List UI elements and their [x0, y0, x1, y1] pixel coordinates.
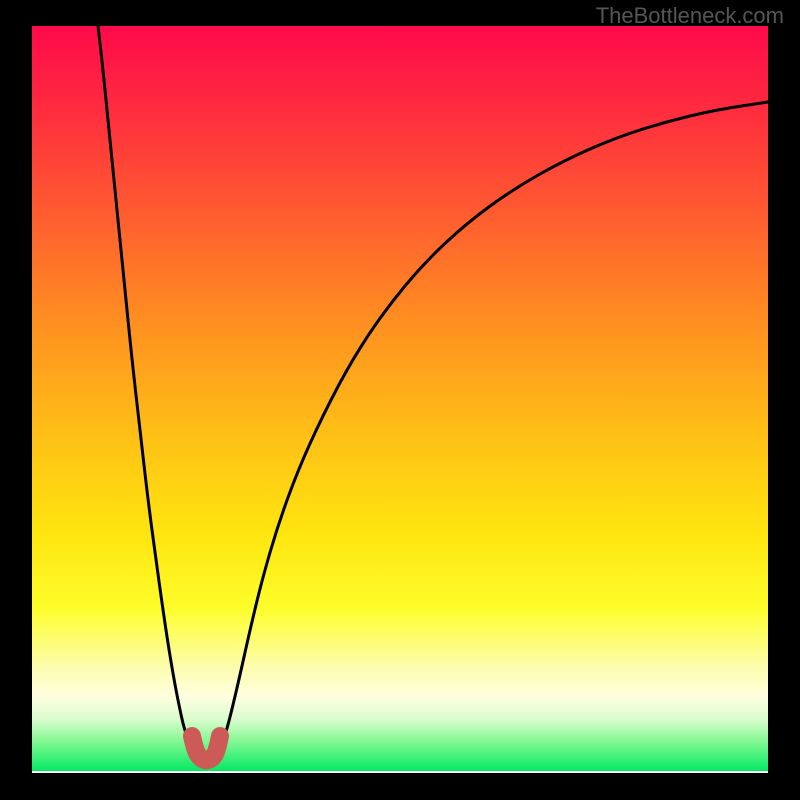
plot-background [32, 26, 768, 772]
chart-svg [0, 0, 800, 800]
watermark-text: TheBottleneck.com [596, 3, 784, 29]
bottleneck-chart: TheBottleneck.com [0, 0, 800, 800]
